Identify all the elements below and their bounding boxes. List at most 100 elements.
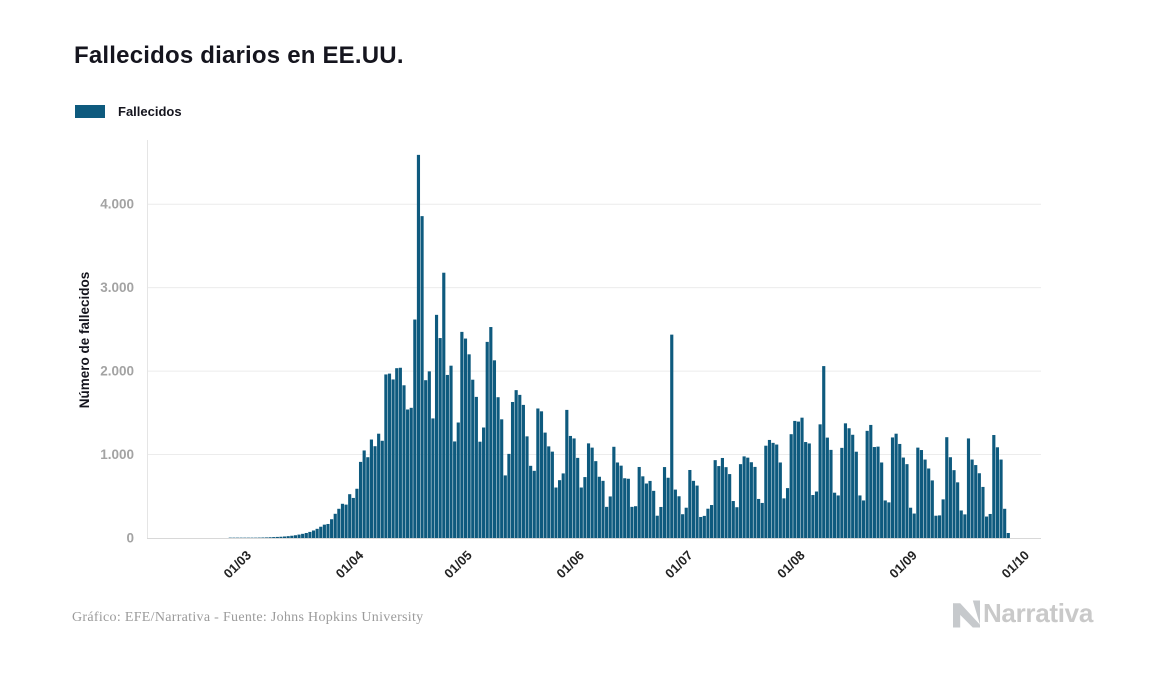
bar (966, 438, 971, 538)
bar (416, 154, 421, 538)
bar (529, 465, 533, 538)
bar (474, 396, 478, 538)
bar (304, 532, 308, 538)
bar (409, 407, 413, 538)
bar (706, 508, 710, 538)
bar (681, 514, 685, 538)
bar (358, 461, 363, 538)
bar (912, 513, 916, 538)
bar (518, 394, 522, 538)
bar (601, 480, 605, 538)
bar (985, 516, 989, 538)
y-tick-label: 4.000 (100, 197, 134, 212)
bar (742, 456, 746, 538)
bar (945, 437, 949, 538)
bar (760, 502, 764, 538)
bar (330, 519, 334, 538)
bar (366, 457, 370, 538)
bar (460, 331, 464, 538)
bar (637, 466, 641, 538)
bar (525, 436, 529, 538)
bar (308, 531, 312, 538)
bar (348, 494, 352, 538)
bar (963, 514, 967, 538)
narrativa-logo-icon (952, 600, 980, 627)
bar (1003, 508, 1007, 538)
bar (264, 537, 269, 538)
y-tick-label: 3.000 (100, 280, 134, 295)
bar (804, 442, 808, 538)
bar (677, 496, 681, 538)
bar (344, 504, 348, 538)
bar (471, 379, 475, 538)
bar (720, 457, 724, 538)
bar (377, 433, 381, 538)
y-axis-title: Número de fallecidos (77, 272, 92, 409)
bar (514, 390, 518, 538)
bar (286, 536, 290, 538)
bar (959, 510, 963, 538)
bar (315, 528, 319, 538)
bar (999, 459, 1003, 538)
bar (456, 422, 460, 538)
bar (988, 513, 992, 538)
bar (731, 501, 735, 538)
x-tick-label: 01/06 (553, 548, 587, 582)
bar (670, 334, 674, 538)
bar (492, 360, 497, 538)
bar (500, 419, 504, 538)
bar (952, 470, 956, 538)
bar (814, 491, 819, 538)
bar (782, 498, 786, 538)
x-tick-label: 01/10 (999, 548, 1033, 582)
bar (699, 516, 703, 538)
bar (789, 434, 793, 538)
bar (927, 468, 931, 538)
bar (398, 367, 402, 538)
bar (605, 506, 609, 538)
bar (800, 417, 804, 538)
bar (496, 397, 500, 538)
bar (612, 446, 616, 538)
bar (992, 435, 996, 538)
bar (894, 433, 898, 538)
bar (861, 500, 866, 538)
bar (898, 443, 902, 538)
bar (311, 530, 316, 538)
bar (507, 453, 511, 538)
bar (565, 409, 569, 538)
bar (666, 477, 670, 538)
bar (840, 447, 844, 538)
bar (442, 272, 446, 538)
bar (282, 536, 287, 538)
bar (413, 319, 417, 538)
bar (373, 446, 377, 538)
bar (420, 216, 424, 538)
bar (738, 464, 743, 538)
bar (847, 428, 851, 538)
bar (757, 498, 761, 538)
bar (724, 467, 728, 538)
bar (590, 447, 594, 538)
bar (586, 443, 591, 538)
bar (615, 462, 620, 538)
bar (463, 338, 468, 538)
bar (778, 462, 782, 538)
bar (652, 490, 656, 538)
bar (702, 515, 706, 538)
bar (684, 507, 688, 538)
bar (822, 366, 826, 538)
bar (764, 445, 768, 538)
bar (619, 465, 623, 538)
bar (688, 469, 692, 538)
bar (322, 524, 326, 538)
bar (735, 507, 739, 538)
bar (641, 476, 645, 538)
bar (796, 421, 800, 538)
bar (272, 537, 276, 538)
bar (261, 537, 265, 538)
bar (536, 408, 540, 538)
legend-label: Fallecidos (118, 104, 182, 119)
bar (482, 427, 486, 538)
